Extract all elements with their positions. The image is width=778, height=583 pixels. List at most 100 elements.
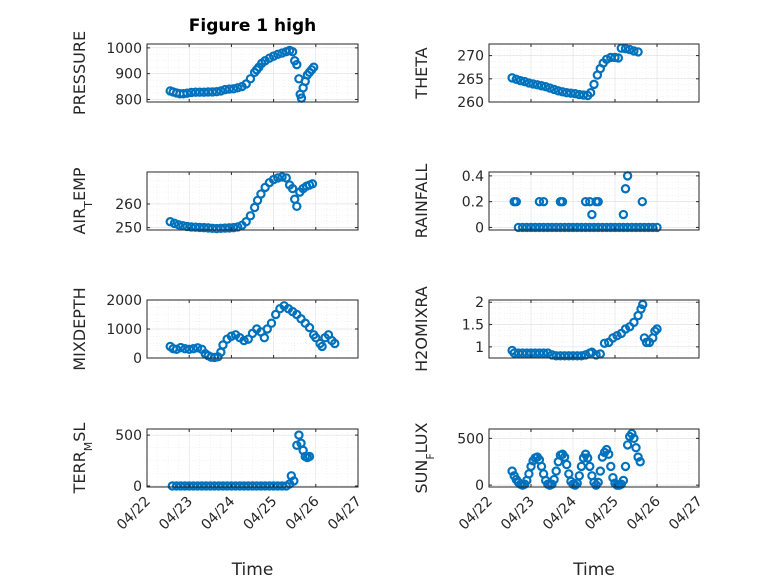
axes-frame <box>488 43 700 103</box>
data-point <box>230 481 241 491</box>
data-point <box>247 481 258 491</box>
data-point <box>606 222 616 233</box>
data-point <box>190 222 201 232</box>
y-axis-label: H2OMIXRA <box>412 286 431 372</box>
y-tick-label: 0 <box>133 479 142 495</box>
y-tick-label: 2000 <box>106 293 142 309</box>
subplot-5: 0 1000 2000 MIXDEPTH <box>70 287 359 371</box>
data-point <box>532 80 543 90</box>
data-point <box>553 86 564 96</box>
y-tick-label: 900 <box>115 67 142 83</box>
data-point <box>188 481 199 491</box>
data-point <box>216 86 226 96</box>
data-point <box>171 481 182 491</box>
data-point <box>522 348 532 358</box>
data-point <box>304 451 315 462</box>
data-point <box>513 222 524 233</box>
data-point <box>266 318 277 328</box>
data-point <box>239 335 249 346</box>
data-point <box>557 87 568 97</box>
data-point <box>220 223 230 233</box>
y-tick-label: 0 <box>475 478 484 494</box>
x-tick-label: 04/27 <box>666 494 706 534</box>
data-point <box>633 452 643 462</box>
y-axis-label: RAINFALL <box>412 164 431 239</box>
data-point <box>271 309 281 320</box>
data-point <box>311 333 321 343</box>
subplot-8: 04/22 04/23 04/24 04/25 04/26 04/27 0 500 SUNFLU… <box>412 422 706 580</box>
data-point <box>524 78 534 88</box>
data-point <box>637 196 648 207</box>
data-point <box>277 172 287 182</box>
data-point <box>526 222 536 233</box>
data-point <box>262 324 272 334</box>
data-point <box>570 88 580 99</box>
data-point <box>517 222 528 233</box>
data-point <box>292 59 302 70</box>
y-tick-label: 0 <box>475 220 484 236</box>
data-point <box>207 87 218 97</box>
data-point <box>292 201 302 212</box>
x-axis-label: Time <box>231 560 274 580</box>
data-point <box>216 223 226 234</box>
y-tick-label: 500 <box>457 431 484 447</box>
data-point <box>233 83 243 93</box>
x-axis-label: Time <box>572 560 615 580</box>
x-tick-label: 04/25 <box>582 494 622 534</box>
data-point <box>264 481 275 491</box>
data-point <box>652 222 662 233</box>
data-point <box>639 222 650 233</box>
data-point <box>214 481 224 491</box>
data-point <box>195 87 205 97</box>
data-point <box>226 331 237 341</box>
data-point <box>307 179 318 189</box>
data-point <box>627 428 637 439</box>
data-point <box>583 453 593 463</box>
y-axis-label: PRESSURE <box>70 31 89 115</box>
axes-frame <box>146 428 359 488</box>
y-axis-label: AIRTEMP <box>70 167 95 234</box>
data-point <box>559 222 570 233</box>
data-point <box>528 79 538 89</box>
data-point <box>199 87 209 97</box>
data-point <box>169 218 180 229</box>
data-point <box>597 222 608 233</box>
data-point <box>173 220 184 230</box>
data-point <box>587 209 597 220</box>
data-point <box>599 338 610 348</box>
x-tick-label: 04/24 <box>540 493 580 533</box>
data-point <box>534 222 545 233</box>
data-point <box>636 304 646 314</box>
data-point <box>186 222 197 232</box>
y-tick-label: 270 <box>457 49 484 65</box>
data-point <box>564 222 574 233</box>
data-point <box>589 222 599 233</box>
y-tick-label: 0.4 <box>462 169 484 185</box>
axes-frame <box>146 43 359 103</box>
data-point <box>289 476 299 486</box>
data-point <box>235 481 245 491</box>
y-tick-label: 265 <box>457 72 484 88</box>
data-point <box>538 222 549 233</box>
data-point <box>218 340 228 350</box>
data-point <box>188 344 199 354</box>
data-point <box>562 88 572 98</box>
data-point <box>568 351 578 361</box>
x-tick-label: 04/26 <box>283 493 323 533</box>
y-axis-label: MIXDEPTH <box>70 287 89 370</box>
data-point <box>547 479 557 489</box>
data-point <box>256 189 266 199</box>
data-point <box>180 344 190 354</box>
data-point <box>176 342 186 353</box>
data-point <box>224 223 234 233</box>
y-axis-label: TERRMSL <box>70 423 95 495</box>
subplot-1: 800 900 1000 PRESSURE Figure 1 high <box>70 16 359 115</box>
data-point <box>580 196 591 207</box>
y-axis-label: THETA <box>412 47 431 99</box>
y-tick-label: 0 <box>133 351 142 367</box>
data-point <box>241 217 251 227</box>
data-point <box>652 324 662 334</box>
data-point <box>252 481 262 491</box>
data-point <box>281 173 291 183</box>
data-point <box>538 348 549 358</box>
